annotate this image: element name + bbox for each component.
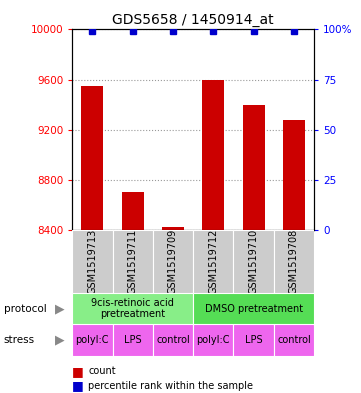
Bar (153, 324, 193, 356)
Text: ▶: ▶ (55, 302, 64, 315)
Bar (193, 230, 234, 293)
Text: count: count (88, 366, 116, 376)
Bar (243, 105, 265, 230)
Bar (113, 324, 153, 356)
Text: control: control (277, 335, 311, 345)
Bar (202, 79, 225, 230)
Text: DMSO pretreatment: DMSO pretreatment (205, 303, 303, 314)
Bar (72, 293, 193, 324)
Bar (193, 293, 314, 324)
Text: stress: stress (4, 335, 35, 345)
Text: LPS: LPS (124, 335, 142, 345)
Bar (122, 192, 144, 230)
Text: GSM1519711: GSM1519711 (128, 229, 138, 294)
Text: 9cis-retinoic acid
pretreatment: 9cis-retinoic acid pretreatment (91, 298, 174, 319)
Text: GSM1519712: GSM1519712 (208, 229, 218, 294)
Text: GSM1519709: GSM1519709 (168, 229, 178, 294)
Text: control: control (156, 335, 190, 345)
Text: GSM1519713: GSM1519713 (87, 229, 97, 294)
Bar (193, 324, 234, 356)
Text: LPS: LPS (245, 335, 262, 345)
Text: ■: ■ (72, 365, 84, 378)
Bar (153, 230, 193, 293)
Bar (72, 230, 113, 293)
Bar (283, 119, 305, 230)
Bar (113, 230, 153, 293)
Text: polyI:C: polyI:C (196, 335, 230, 345)
Text: protocol: protocol (4, 303, 46, 314)
Text: ▶: ▶ (55, 333, 64, 347)
Text: GSM1519710: GSM1519710 (249, 229, 258, 294)
Text: polyI:C: polyI:C (75, 335, 109, 345)
Text: GSM1519708: GSM1519708 (289, 229, 299, 294)
Bar (81, 86, 104, 230)
Bar (274, 230, 314, 293)
Bar (274, 324, 314, 356)
Bar (234, 324, 274, 356)
Bar (162, 228, 184, 230)
Bar (234, 230, 274, 293)
Bar (72, 324, 113, 356)
Text: percentile rank within the sample: percentile rank within the sample (88, 381, 253, 391)
Title: GDS5658 / 1450914_at: GDS5658 / 1450914_at (112, 13, 274, 27)
Text: ■: ■ (72, 379, 84, 393)
